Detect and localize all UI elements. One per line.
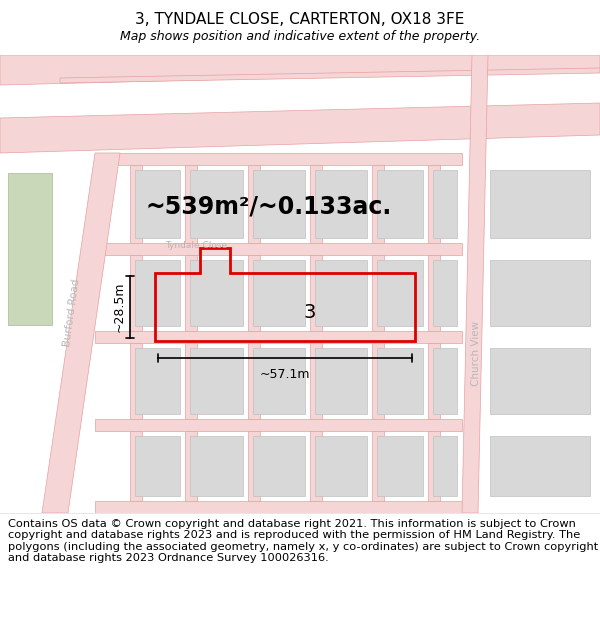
Polygon shape (185, 165, 197, 243)
Bar (253, 170, 305, 238)
Bar (190, 260, 243, 326)
Polygon shape (95, 501, 462, 513)
Bar (377, 170, 423, 238)
Bar (433, 436, 457, 496)
Polygon shape (95, 331, 462, 343)
Polygon shape (310, 255, 322, 331)
Bar (433, 348, 457, 414)
Bar (377, 260, 423, 326)
Bar (433, 170, 457, 238)
Polygon shape (130, 255, 142, 331)
Bar (377, 348, 423, 414)
Bar (135, 170, 180, 238)
Text: Tyndale Close: Tyndale Close (165, 241, 227, 250)
Bar (490, 436, 590, 496)
Bar (490, 170, 590, 238)
Polygon shape (428, 255, 440, 331)
Bar (315, 170, 367, 238)
Bar (190, 348, 243, 414)
Polygon shape (428, 165, 440, 243)
Bar (190, 170, 243, 238)
Bar (135, 436, 180, 496)
Polygon shape (0, 103, 600, 153)
Polygon shape (372, 343, 384, 419)
Polygon shape (8, 173, 52, 325)
Bar (490, 348, 590, 414)
Polygon shape (310, 165, 322, 243)
Text: ~57.1m: ~57.1m (260, 368, 310, 381)
Text: 3, TYNDALE CLOSE, CARTERTON, OX18 3FE: 3, TYNDALE CLOSE, CARTERTON, OX18 3FE (136, 12, 464, 27)
Text: 3: 3 (304, 304, 316, 322)
Polygon shape (185, 343, 197, 419)
Polygon shape (95, 243, 462, 255)
Text: Contains OS data © Crown copyright and database right 2021. This information is : Contains OS data © Crown copyright and d… (8, 519, 598, 563)
Polygon shape (310, 343, 322, 419)
Polygon shape (42, 153, 120, 513)
Polygon shape (60, 68, 600, 83)
Bar (377, 436, 423, 496)
Bar (433, 260, 457, 326)
Polygon shape (95, 419, 462, 431)
Polygon shape (0, 55, 600, 85)
Text: Burford Road: Burford Road (62, 279, 82, 348)
Bar (315, 348, 367, 414)
Bar (315, 436, 367, 496)
Polygon shape (130, 165, 142, 243)
Polygon shape (372, 255, 384, 331)
Text: Map shows position and indicative extent of the property.: Map shows position and indicative extent… (120, 30, 480, 43)
Polygon shape (185, 255, 197, 331)
Polygon shape (372, 431, 384, 501)
Text: ~28.5m: ~28.5m (113, 282, 126, 332)
Polygon shape (185, 431, 197, 501)
Bar (253, 348, 305, 414)
Polygon shape (248, 255, 260, 331)
Polygon shape (248, 343, 260, 419)
Bar (135, 348, 180, 414)
Polygon shape (248, 431, 260, 501)
Polygon shape (462, 55, 488, 513)
Text: Church View: Church View (471, 321, 481, 386)
Bar (315, 260, 367, 326)
Bar (253, 436, 305, 496)
Polygon shape (95, 153, 462, 165)
Polygon shape (130, 431, 142, 501)
Bar (253, 260, 305, 326)
Polygon shape (428, 431, 440, 501)
Polygon shape (248, 165, 260, 243)
Polygon shape (130, 343, 142, 419)
Polygon shape (372, 165, 384, 243)
Polygon shape (428, 343, 440, 419)
Bar (490, 260, 590, 326)
Text: ~539m²/~0.133ac.: ~539m²/~0.133ac. (145, 194, 391, 218)
Bar (190, 436, 243, 496)
Bar (135, 260, 180, 326)
Polygon shape (310, 431, 322, 501)
